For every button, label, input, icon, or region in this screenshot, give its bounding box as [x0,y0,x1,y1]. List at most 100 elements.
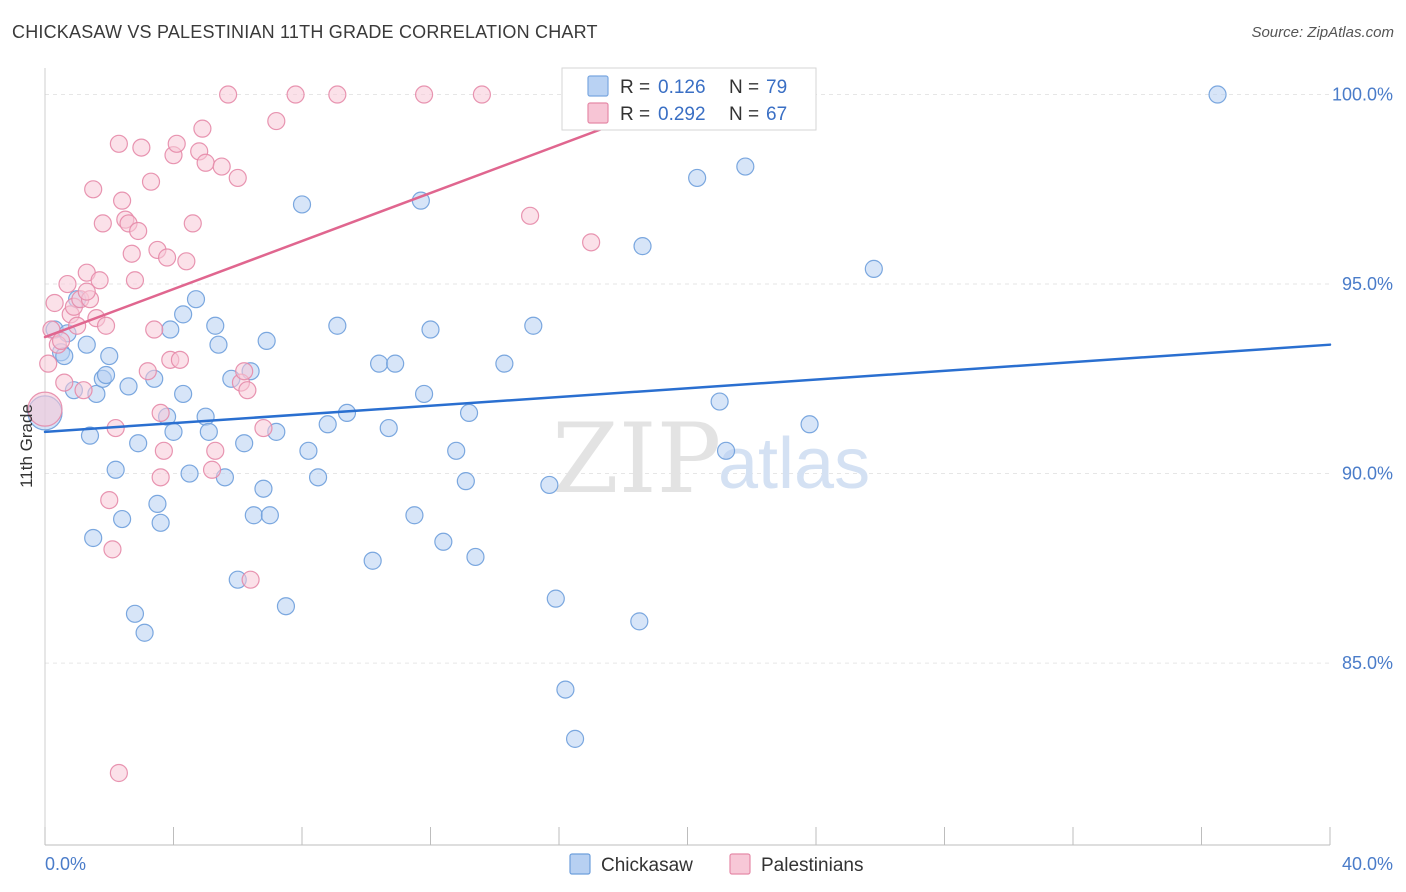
palestinians-point-41 [170,350,190,369]
palestinians-point-48 [206,441,225,460]
chickasaw-point-59 [466,547,485,567]
chickasaw-point-39 [257,331,276,350]
palestinians-point-29 [132,138,151,157]
palestinians-point-49 [212,157,231,176]
chickasaw-point-22 [161,320,180,339]
chickasaw-point-49 [370,354,389,373]
y-axis-label: 11th Grade [17,404,36,488]
chickasaw-point-56 [434,532,453,551]
palestinians-point-27 [125,271,145,290]
chickasaw-point-64 [556,680,575,699]
series-palestinians [27,85,601,783]
source-label: Source: ZipAtlas.com [1251,24,1394,41]
chickasaw-point-26 [180,464,199,483]
chickasaw-point-51 [386,354,405,373]
palestinians-point-34 [151,403,170,423]
watermark-atlas: atlas [718,424,870,504]
chickasaw-point-18 [135,623,154,642]
palestinians-point-56 [254,418,273,438]
palestinians-point-19 [103,540,122,559]
chickasaw-point-76 [148,494,167,513]
palestinians-point-16 [93,214,112,233]
chickasaw-point-69 [710,392,729,411]
x-tick-label-0: 0.0% [45,854,86,874]
chickasaw-point-54 [414,384,434,404]
trend-line-palestinians [43,93,696,339]
chickasaw-point-13 [106,460,125,479]
palestinians-point-28 [129,221,148,241]
chickasaw-point-23 [164,422,183,441]
palestinians-point-57 [267,111,286,131]
chickasaw-point-25 [174,384,193,404]
chickasaw-point-20 [151,513,170,532]
chickasaw-point-72 [800,415,819,434]
chickasaw-point-57 [456,472,475,491]
palestinians-point-21 [109,763,128,783]
palestinians-point-60 [414,85,434,104]
palestinians-point-17 [96,316,116,335]
palestinians-point-47 [202,460,222,479]
palestinians-point-13 [84,180,103,199]
palestinians-point-51 [228,168,247,188]
chart-title: CHICKASAW VS PALESTINIAN 11TH GRADE CORR… [12,22,598,42]
palestinians-point-66 [77,282,96,301]
chickasaw-point-17 [129,434,148,453]
chickasaw-point-67 [633,237,652,256]
chickasaw-point-31 [209,335,228,354]
chickasaw-point-55 [421,320,440,339]
chickasaw-point-52 [405,506,424,525]
chickasaw-point-12 [100,346,119,366]
chickasaw-point-68 [688,168,707,188]
chickasaw-point-78 [260,506,279,525]
y-tick-labels: 85.0% 90.0% 95.0% 100.0% [1332,85,1393,674]
y-tick-label-2: 95.0% [1342,274,1393,294]
x-tick-label-1: 40.0% [1342,854,1393,874]
series-legend-palestinians: Palestinians [761,855,863,876]
palestinians-point-46 [196,153,215,172]
palestinians-point-40 [167,134,186,153]
chickasaw-point-46 [328,316,347,335]
legend-n-value-chickasaw: 79 [766,77,787,98]
palestinians-point-18 [100,490,119,510]
series-legend-chickasaw: Chickasaw [601,855,693,876]
palestinians-point-26 [122,244,141,263]
legend-n-label-chickasaw: N = [729,77,759,98]
chickasaw-point-63 [546,589,565,608]
palestinians-point-10 [74,381,93,400]
chickasaw-point-29 [199,422,218,441]
palestinians-point-30 [138,362,157,381]
chickasaw-point-44 [308,468,328,487]
legend-r-label-chickasaw: R = [620,77,650,98]
chickasaw-point-35 [235,434,254,453]
x-tick-labels: 0.0% 40.0% [45,854,1393,874]
palestinians-point-0 [39,354,58,373]
palestinians-point-58 [286,85,305,104]
chickasaw-point-27 [186,290,206,309]
chickasaw-point-15 [119,377,138,396]
chickasaw-point-37 [244,506,263,525]
chickasaw-point-61 [524,316,543,335]
chickasaw-point-16 [125,604,145,623]
trend-lines [43,93,1332,434]
chickasaw-point-38 [254,479,273,498]
chickasaw-point-42 [292,195,312,214]
legend-r-value-palestinians: 0.292 [658,104,706,125]
palestinians-point-32 [145,320,164,339]
axes [44,68,1331,846]
palestinians-point-62 [520,206,540,225]
chickasaw-point-30 [206,316,225,335]
palestinians-point-65 [51,331,71,350]
palestinians-point-15 [90,271,109,290]
chickasaw-point-65 [565,729,585,748]
palestinians-point-55 [241,570,260,589]
chickasaw-point-7 [80,426,100,445]
palestinians-point-54 [238,381,257,400]
y-tick-label-0: 85.0% [1342,653,1393,673]
chickasaw-point-8 [84,528,103,548]
chickasaw-point-74 [1208,85,1227,104]
chickasaw-point-50 [379,418,398,438]
y-tick-label-3: 100.0% [1332,85,1393,105]
chickasaw-point-11 [96,365,116,385]
series-legend: Chickasaw Palestinians [569,853,863,876]
palestinians-point-31 [141,172,161,191]
